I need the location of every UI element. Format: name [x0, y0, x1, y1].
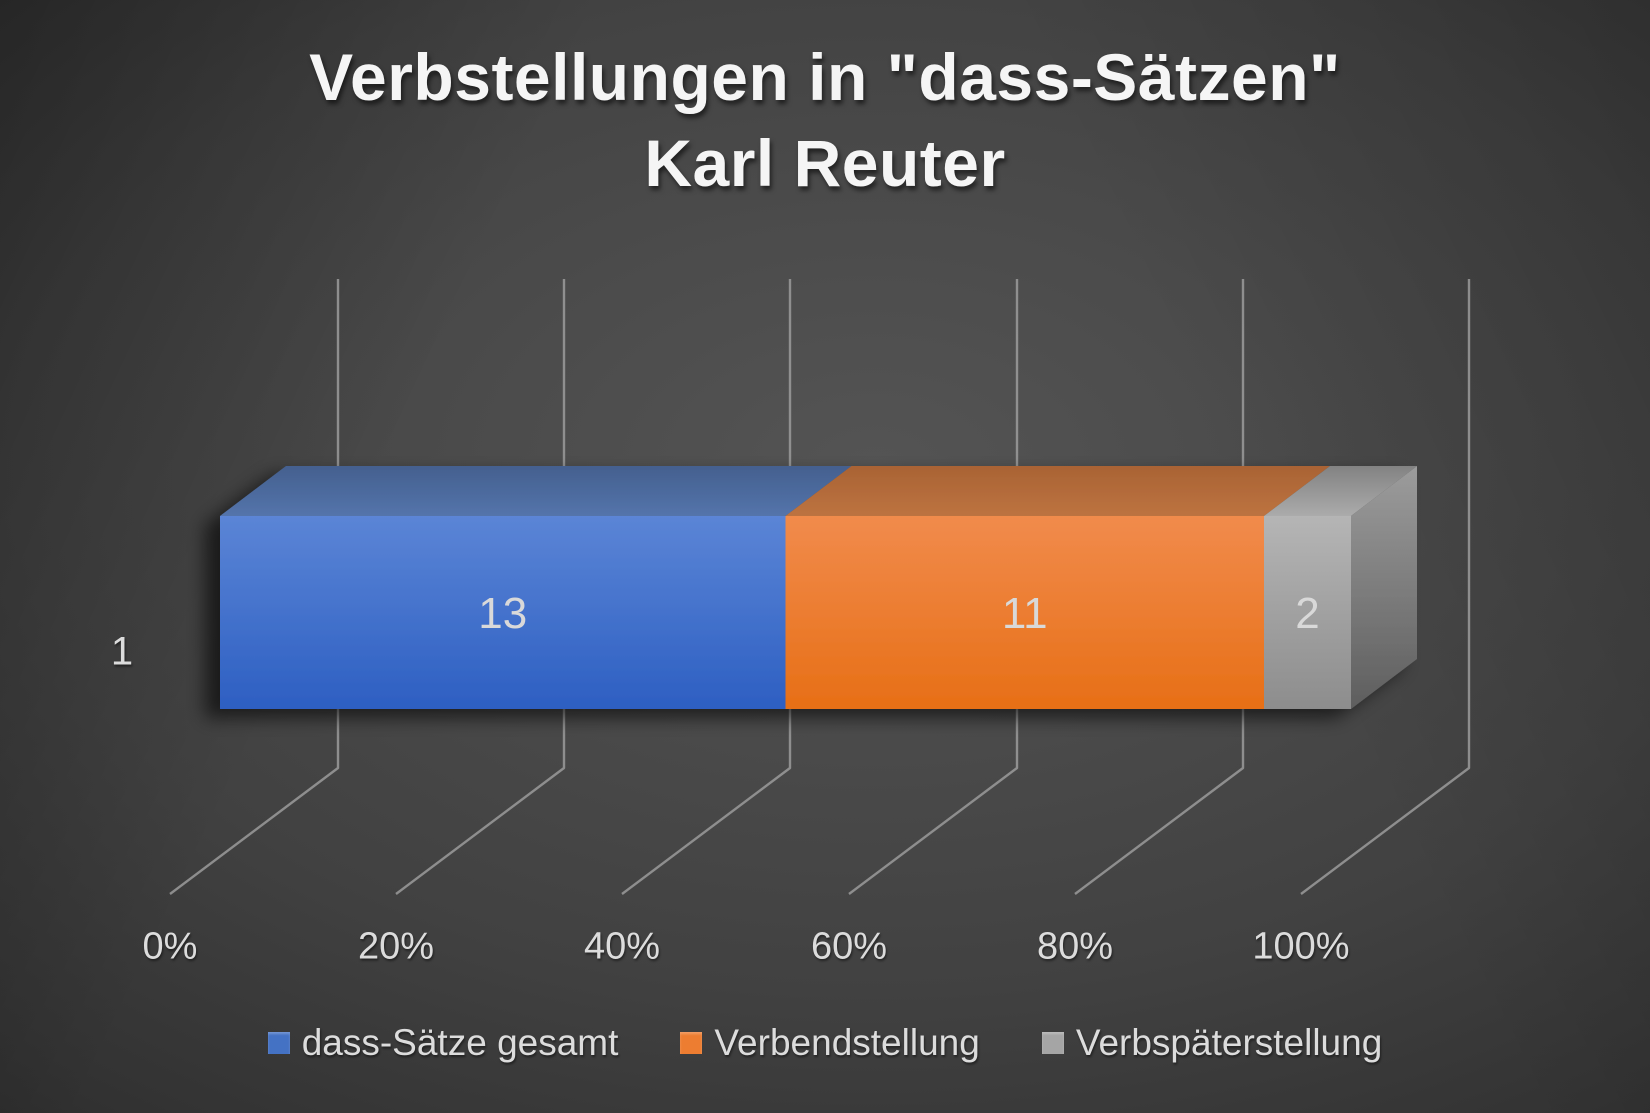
bar-segment-2-top-face[interactable] [1264, 466, 1417, 516]
data-label-verbendstellung: 11 [1001, 588, 1048, 638]
legend-item-verbendstellung[interactable]: Verbendstellung [680, 1022, 980, 1064]
gridline-60pct [848, 279, 1019, 895]
data-label-verbspaeterstellung: 2 [1295, 588, 1320, 638]
gridline-40pct [621, 279, 792, 895]
stacked-bar-category-1 [220, 466, 1417, 709]
chart-title-line-1: Verbstellungen in "dass-Sätzen" [309, 40, 1341, 114]
gridline-20pct [395, 279, 566, 895]
bar-segment-0-front-face[interactable] [220, 516, 786, 709]
legend-swatch-blue [267, 1032, 290, 1054]
data-label-dass-saetze-gesamt: 13 [478, 588, 528, 638]
legend-label: Verbspäterstellung [1075, 1022, 1383, 1063]
gridlines [169, 279, 1471, 895]
legend-swatch-orange [680, 1032, 703, 1054]
legend: dass-Sätze gesamt Verbendstellung Verbsp… [0, 1022, 1650, 1064]
x-tick-20pct: 20% [357, 925, 435, 968]
x-tick-80pct: 80% [1036, 925, 1114, 968]
bar-segment-2-side-face[interactable] [1351, 466, 1417, 709]
chart-title: Verbstellungen in "dass-Sätzen" Karl Reu… [0, 34, 1650, 206]
bar-segment-1-top-face[interactable] [785, 466, 1331, 516]
x-tick-40pct: 40% [583, 925, 661, 968]
category-axis-label: 1 [110, 629, 134, 674]
legend-label: Verbendstellung [714, 1022, 980, 1063]
gridline-100pct [1300, 279, 1471, 895]
chart-title-line-2: Karl Reuter [644, 126, 1006, 200]
legend-swatch-gray [1041, 1032, 1064, 1054]
x-tick-0pct: 0% [142, 925, 198, 968]
bar-segment-0-top-face[interactable] [220, 466, 852, 516]
x-tick-60pct: 60% [810, 925, 888, 968]
gridline-80pct [1074, 279, 1245, 895]
bar-segment-2-front-face[interactable] [1264, 516, 1351, 709]
legend-item-dass-saetze-gesamt[interactable]: dass-Sätze gesamt [267, 1022, 619, 1064]
legend-item-verbspaeterstellung[interactable]: Verbspäterstellung [1041, 1022, 1383, 1064]
gridline-0pct [169, 279, 340, 895]
bar-segment-1-front-face[interactable] [785, 516, 1265, 709]
legend-label: dass-Sätze gesamt [301, 1022, 619, 1063]
x-tick-100pct: 100% [1252, 925, 1350, 968]
